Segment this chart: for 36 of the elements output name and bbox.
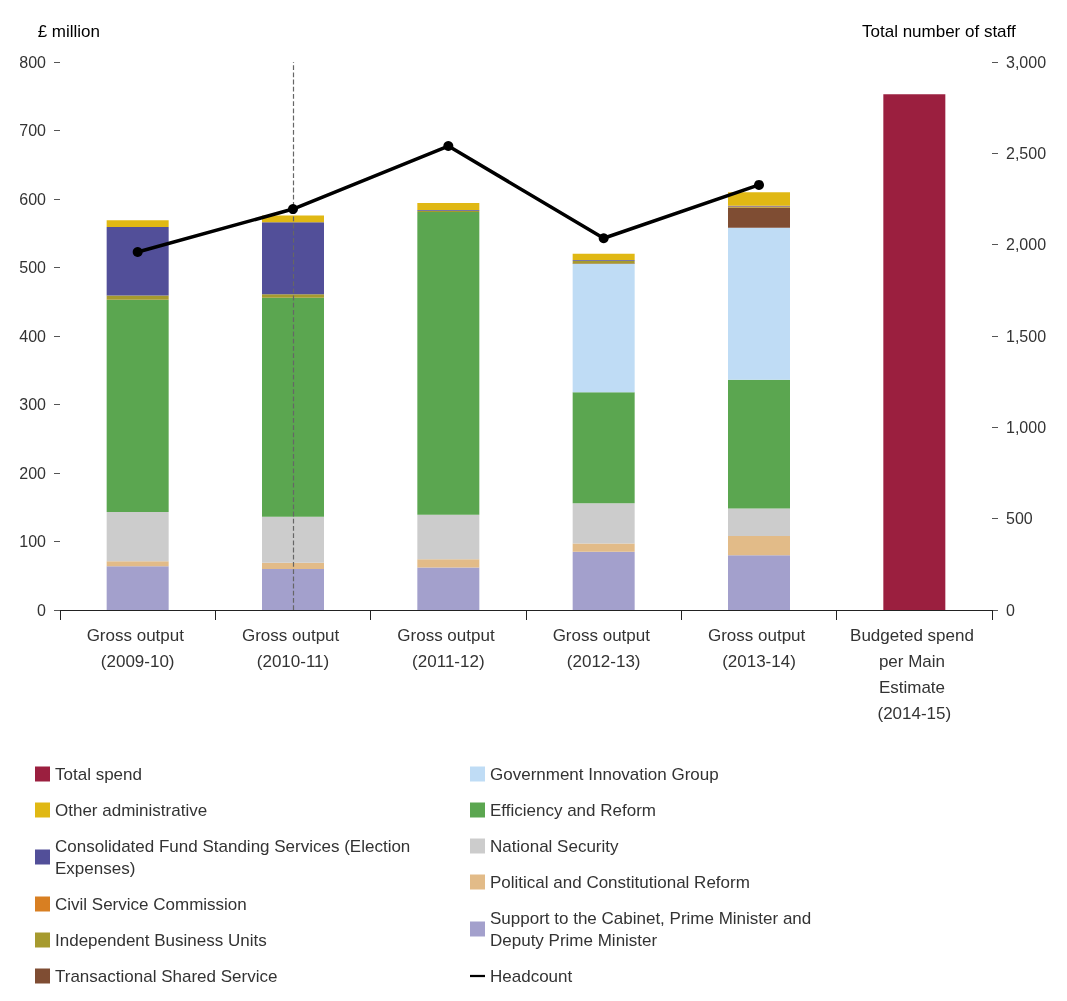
y-tick-label: 0 [37,601,47,619]
y-tick-label: 800 [19,53,47,71]
legend-label: Total spend [55,764,142,784]
x-tick-label: Budgeted spend per Main Estimate (2014-15) [850,625,979,723]
y-tick-label: 300 [19,396,47,413]
y2-tick-label: 1,500 [1006,327,1047,345]
y-tick-label: 600 [19,190,47,208]
y2-tick-label: 0 [1006,601,1015,619]
x-tick-label: Gross output (2013-14) [707,625,811,671]
x-tick-label: Gross output (2012-13) [552,625,655,671]
x-tick-label: Gross output (2010-11) [241,625,345,671]
y-tick-label: 700 [19,122,47,139]
y2-tick-label: 2,500 [1006,144,1047,162]
legend-label: Consolidated Fund Standing Services (Election Expenses) [55,836,416,878]
y2-tick-label: 2,000 [1006,236,1047,254]
y-tick-label: 500 [19,259,47,276]
legend-label: Efficiency and Reform [490,800,656,820]
legend-label: Support to the Cabinet, Prime Minister and Deputy Prime Minister [490,908,816,950]
legend-label: Civil Service Commission [55,894,247,914]
y-tick-label: 200 [19,464,47,482]
legend-label: Other administrative [55,800,208,820]
x-tick-label: Gross output (2011-12) [397,625,500,671]
x-tick-label: Gross output (2009-10) [86,625,189,671]
y-tick-label: 400 [19,327,47,345]
y-axis-title: £ million [37,22,100,41]
y2-tick-label: 1,000 [1006,418,1047,436]
legend-label: Government Innovation Group [490,764,719,784]
y-tick-label: 100 [19,533,47,550]
legend-label: Political and Constitutional Reform [490,872,750,892]
legend-label: National Security [490,836,619,856]
y2-tick-label: 500 [1006,510,1033,528]
legend-label: Headcount [490,966,573,986]
y2-axis-title: Total number of staff [862,22,1016,41]
y2-tick-label: 3,000 [1006,53,1047,71]
legend-label: Independent Business Units [55,930,267,950]
legend-label: Transactional Shared Service [55,966,278,986]
